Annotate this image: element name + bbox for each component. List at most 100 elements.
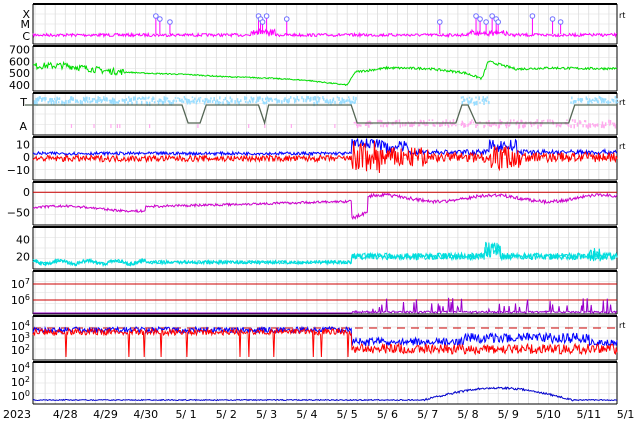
sector-t-point: [470, 98, 472, 103]
x-axis: 2023 4/28 4/29 4/30 5/ 1 5/ 2 5/ 3 5/ 4 5/ 5 5/ 6…: [3, 408, 634, 421]
sector-t-point: [111, 100, 113, 104]
sector-t-point: [590, 99, 592, 103]
sector-a-point: [549, 119, 551, 122]
sector-t-point: [162, 101, 165, 105]
sector-t-point: [61, 100, 63, 105]
sector-t-point: [338, 97, 340, 102]
sector-a-point: [413, 122, 415, 126]
sector-t-point: [600, 96, 602, 101]
sector-a-point: [608, 123, 611, 126]
sector-a-point: [499, 119, 501, 124]
imf-bt-series: [32, 138, 618, 157]
sector-a-point: [613, 122, 616, 126]
sector-t-point: [89, 100, 91, 104]
sector-a-point: [467, 123, 470, 126]
sector-t-point: [572, 100, 575, 105]
sector-a-point: [376, 119, 379, 123]
flare-marker: [436, 19, 443, 25]
sector-t-point: [164, 100, 166, 103]
sector-t-point: [486, 96, 489, 99]
sector-a-point: [602, 124, 605, 128]
sector-t-point: [278, 99, 281, 103]
sector-a-point: [197, 124, 199, 128]
sector-a-point: [589, 123, 592, 128]
sector-t-point: [41, 97, 43, 102]
sector-t-point: [256, 96, 259, 100]
sector-t-point: [47, 100, 49, 104]
sector-t-point: [330, 101, 332, 106]
sector-t-point: [262, 101, 265, 104]
sector-a-point: [509, 119, 512, 124]
sector-a-point: [505, 122, 507, 127]
sector-t-point: [578, 98, 580, 101]
sector-t-point: [56, 96, 58, 101]
sector-t-point: [469, 100, 472, 104]
sector-a-point: [385, 124, 388, 127]
panel-side-label: rt: [619, 11, 625, 20]
flare-marker: [489, 13, 495, 19]
sector-t-point: [122, 100, 124, 102]
sector-a-point: [356, 124, 359, 129]
kp-series: [32, 241, 618, 267]
sector-t-point: [481, 99, 484, 102]
sector-a-point: [523, 123, 526, 128]
sector-t-point: [61, 101, 64, 104]
sector-t-point: [43, 97, 45, 100]
sector-t-point: [39, 96, 41, 99]
sector-t-point: [49, 98, 51, 103]
sector-a-point: [596, 123, 599, 127]
sector-t-point: [88, 97, 91, 100]
sector-t-point: [579, 97, 582, 103]
sector-t-point: [463, 98, 465, 103]
sector-t-point: [72, 97, 74, 101]
sector-a-point: [600, 124, 603, 129]
sector-a-point: [567, 123, 569, 126]
neutron-series: [32, 386, 617, 402]
sector-a-point: [449, 120, 451, 124]
sector-t-point: [50, 101, 53, 105]
sector-a-point: [508, 124, 510, 127]
flare-marker: [283, 16, 290, 22]
sector-t-point: [38, 96, 41, 100]
sector-a-point: [604, 122, 607, 127]
sector-t-point: [136, 100, 138, 105]
sector-a-point: [574, 119, 576, 123]
sector-a-point: [379, 119, 381, 123]
sector-t-point: [101, 99, 103, 102]
sector-t-point: [296, 96, 298, 101]
sector-t-point: [77, 101, 79, 104]
sector-t-point: [298, 98, 300, 102]
sector-t-point: [354, 99, 356, 104]
sector-t-point: [153, 101, 156, 104]
sector-t-point: [57, 101, 60, 104]
sector-t-point: [111, 97, 114, 102]
sector-t-point: [145, 101, 148, 105]
y-label-c: C: [22, 30, 30, 43]
sector-t-point: [581, 98, 584, 101]
y-tick: 400: [9, 79, 30, 92]
sector-t-point: [37, 98, 40, 102]
sector-a-point: [364, 123, 367, 126]
sector-t-point: [36, 101, 38, 106]
sector-t-point: [110, 99, 112, 104]
sector-a-point: [451, 122, 454, 126]
sector-t-point: [117, 101, 120, 104]
sector-t-point: [152, 96, 154, 101]
sector-t-point: [602, 98, 605, 103]
electron-low-series: [32, 327, 618, 358]
sector-t-point: [71, 98, 74, 101]
sector-a-point: [484, 124, 486, 127]
sector-a-point: [447, 121, 449, 126]
sector-t-point: [114, 100, 116, 105]
sector-t-point: [575, 99, 577, 103]
sector-a-point: [368, 120, 371, 123]
sector-t-point: [596, 98, 598, 102]
sector-t-point: [183, 96, 186, 99]
sector-t-point: [189, 100, 191, 105]
sector-t-point: [188, 99, 190, 103]
sector-t-point: [353, 101, 356, 105]
sector-a-point: [559, 124, 561, 127]
sector-t-point: [76, 99, 78, 103]
